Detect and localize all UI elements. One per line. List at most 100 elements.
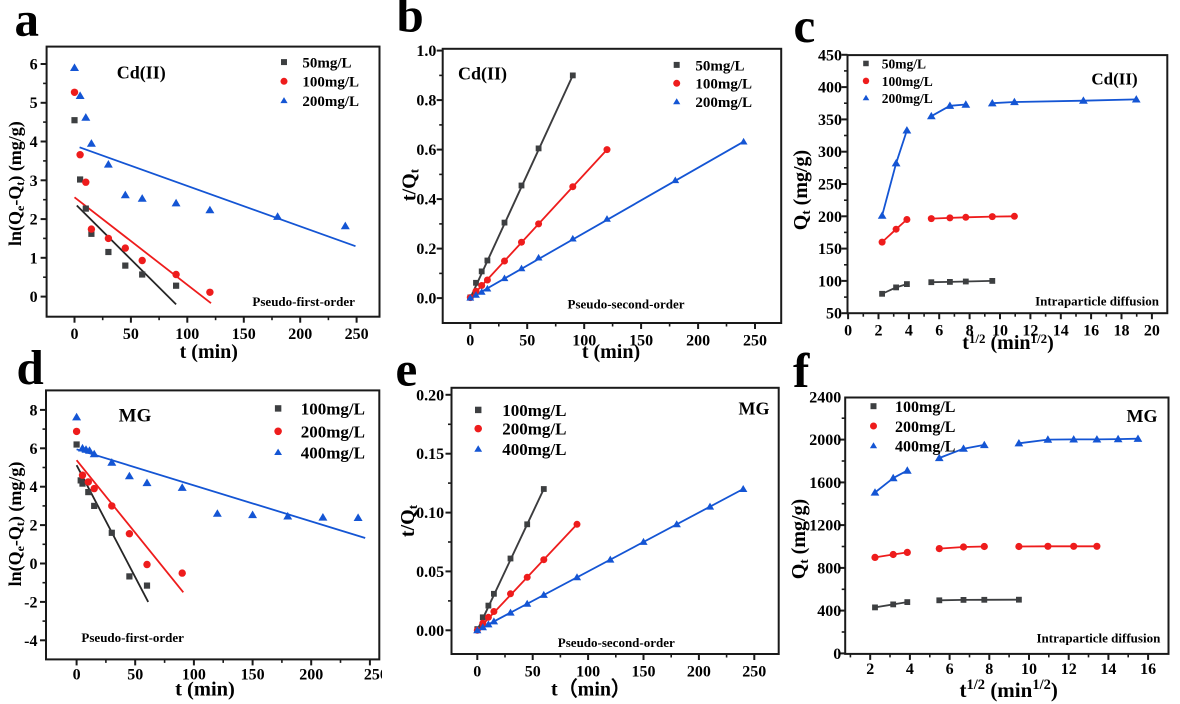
svg-text:Qt (mg/g): Qt (mg/g) [790,150,813,230]
svg-text:MG: MG [739,399,770,419]
svg-text:6: 6 [935,323,943,340]
svg-text:400mg/L: 400mg/L [895,439,955,456]
svg-text:200mg/L: 200mg/L [895,419,955,436]
svg-text:0: 0 [30,289,38,306]
svg-text:12: 12 [1022,323,1038,340]
svg-text:t（min）: t（min） [551,678,631,701]
svg-text:Cd(II): Cd(II) [458,64,507,85]
svg-text:200: 200 [687,664,711,681]
svg-text:100: 100 [818,273,842,290]
svg-text:16: 16 [1140,661,1156,678]
svg-text:200: 200 [818,209,842,226]
svg-text:1600: 1600 [809,475,841,492]
svg-text:100mg/L: 100mg/L [695,77,752,93]
svg-text:ln(Qe-Qt) (mg/g): ln(Qe-Qt) (mg/g) [5,462,27,587]
svg-text:50: 50 [123,326,139,343]
svg-text:1200: 1200 [809,518,841,535]
svg-text:a: a [15,0,40,47]
svg-text:200mg/L: 200mg/L [882,91,933,106]
svg-text:0.8: 0.8 [416,93,436,110]
svg-text:4: 4 [906,661,914,678]
svg-text:-2: -2 [24,594,37,611]
svg-text:150: 150 [241,666,265,683]
svg-text:100mg/L: 100mg/L [301,400,365,419]
svg-text:200: 200 [288,326,312,343]
svg-text:100mg/L: 100mg/L [895,399,955,416]
svg-text:6: 6 [30,441,38,458]
svg-text:2400: 2400 [809,389,841,406]
svg-text:100mg/L: 100mg/L [302,75,359,91]
svg-text:2: 2 [866,661,874,678]
svg-text:0.15: 0.15 [416,446,444,463]
svg-text:150: 150 [818,241,842,258]
svg-text:0.20: 0.20 [416,387,444,404]
svg-text:Pseudo-first-order: Pseudo-first-order [252,294,355,309]
svg-text:50mg/L: 50mg/L [302,56,351,72]
svg-text:0.05: 0.05 [416,564,444,581]
svg-text:Intraparticle diffusion: Intraparticle diffusion [1035,294,1160,309]
svg-text:400mg/L: 400mg/L [301,443,365,462]
svg-text:18: 18 [1114,323,1130,340]
svg-text:t1/2 (min1/2): t1/2 (min1/2) [960,677,1058,702]
svg-text:100: 100 [572,333,596,350]
svg-text:3: 3 [30,173,38,190]
svg-text:100: 100 [576,664,600,681]
svg-text:t/Qt: t/Qt [399,168,422,201]
svg-text:0.6: 0.6 [416,142,436,159]
svg-text:4: 4 [905,323,913,340]
svg-text:2000: 2000 [809,432,841,449]
svg-text:1.0: 1.0 [416,43,436,60]
svg-text:ln(Qe-Qt) (mg/g): ln(Qe-Qt) (mg/g) [5,121,27,246]
svg-text:14: 14 [1100,661,1116,678]
svg-text:0.00: 0.00 [416,623,444,640]
svg-text:150: 150 [629,333,653,350]
svg-text:12: 12 [1061,661,1077,678]
svg-text:8: 8 [966,323,974,340]
svg-text:10: 10 [992,323,1008,340]
svg-text:400: 400 [818,80,842,97]
svg-text:0: 0 [30,556,38,573]
svg-text:200: 200 [686,333,710,350]
svg-text:6: 6 [946,661,954,678]
svg-text:400mg/L: 400mg/L [502,440,566,459]
svg-text:50: 50 [525,664,541,681]
svg-text:Intraparticle diffusion: Intraparticle diffusion [1036,631,1161,646]
svg-text:t1/2 (min1/2): t1/2 (min1/2) [962,331,1054,354]
svg-text:d: d [17,340,44,395]
svg-text:250: 250 [743,333,767,350]
svg-text:0.2: 0.2 [416,241,436,258]
svg-text:0: 0 [73,666,81,683]
svg-text:Pseudo-first-order: Pseudo-first-order [81,630,184,645]
svg-text:50: 50 [127,666,143,683]
svg-text:50mg/L: 50mg/L [882,56,926,71]
svg-text:1: 1 [30,250,38,267]
svg-text:8: 8 [985,661,993,678]
svg-text:c: c [794,0,816,53]
svg-text:0.0: 0.0 [416,291,436,308]
svg-text:250: 250 [818,177,842,194]
svg-text:MG: MG [1127,406,1158,426]
svg-text:50: 50 [826,306,842,323]
svg-text:20: 20 [1144,323,1160,340]
svg-text:0: 0 [71,326,79,343]
svg-text:150: 150 [632,664,656,681]
svg-text:0: 0 [466,333,474,350]
svg-text:100mg/L: 100mg/L [882,74,933,89]
svg-text:150: 150 [232,326,256,343]
svg-text:0.10: 0.10 [416,505,444,522]
svg-text:t/Qt: t/Qt [397,504,420,537]
svg-text:Pseudo-second-order: Pseudo-second-order [558,635,675,650]
svg-text:Qt (mg/g): Qt (mg/g) [788,499,811,579]
svg-text:450: 450 [818,47,842,64]
svg-text:14: 14 [1053,323,1069,340]
svg-text:2: 2 [30,518,38,535]
svg-text:b: b [397,0,424,43]
svg-text:200mg/L: 200mg/L [301,422,365,441]
svg-text:5: 5 [30,95,38,112]
svg-text:-4: -4 [24,633,37,650]
svg-text:400: 400 [817,603,841,620]
svg-text:Cd(II): Cd(II) [117,63,166,84]
svg-text:200: 200 [299,666,323,683]
svg-text:t (min): t (min) [175,679,235,701]
svg-text:2: 2 [875,323,883,340]
